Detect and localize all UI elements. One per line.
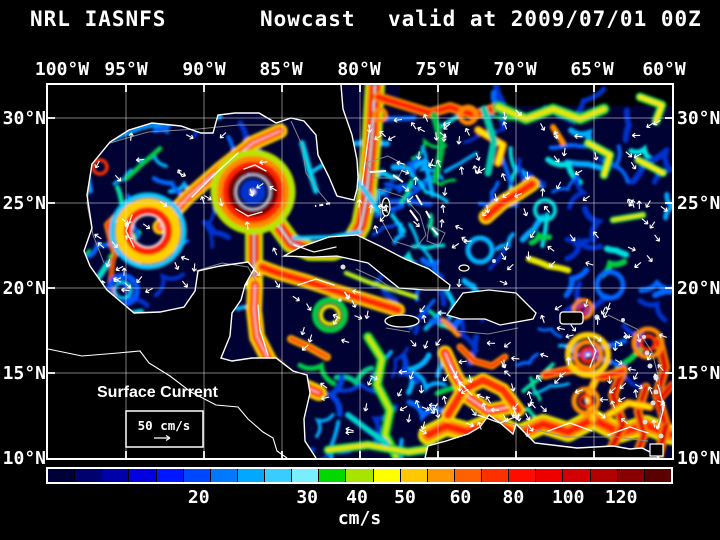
current-vector-arrows (84, 109, 668, 438)
lat-label: 10°N (677, 448, 720, 469)
colorbar-cell (482, 469, 509, 482)
colorbar-cell (319, 469, 346, 482)
lat-label: 25°N (677, 193, 720, 214)
colorbar-tick-label: 40 (346, 487, 368, 508)
right-arrow-icon (154, 434, 171, 442)
legend-title: Surface Current (97, 384, 219, 401)
colorbar-cell (75, 469, 102, 482)
colorbar-ticks: 20 30 40 50 60 80 100 120 (48, 487, 671, 509)
colorbar-cell (373, 469, 400, 482)
colorbar-tick-label: 100 (551, 487, 585, 508)
scale-box (125, 410, 204, 448)
colorbar-cell (454, 469, 481, 482)
colorbar-cell (644, 469, 671, 482)
colorbar-cell (210, 469, 237, 482)
title-product: Nowcast (260, 7, 356, 31)
colorbar-tick-label: 60 (449, 487, 472, 508)
colorbar-cell (509, 469, 536, 482)
lon-label: 100°W (34, 59, 90, 80)
colorbar-tick-label: 120 (604, 487, 638, 508)
colorbar-cell (536, 469, 563, 482)
lat-label: 15°N (2, 363, 46, 384)
colorbar-tick-label: 20 (187, 487, 210, 508)
lat-label: 10°N (2, 448, 46, 469)
ocean-layer (84, 85, 672, 458)
colorbar-cell (400, 469, 427, 482)
streamline-worms (125, 124, 665, 436)
colorbar-cell (563, 469, 590, 482)
colorbar-cell (48, 469, 75, 482)
scale-text: 50 cm/s (138, 418, 191, 433)
colorbar-cell (265, 469, 292, 482)
lon-label: 65°W (570, 59, 614, 80)
colorbar-tick-label: 30 (296, 487, 318, 508)
lat-label: 20°N (2, 278, 46, 299)
lon-label: 80°W (337, 59, 381, 80)
lon-label: 90°W (182, 59, 226, 80)
colorbar-tick-label: 50 (394, 487, 416, 508)
lon-label: 60°W (642, 59, 686, 80)
lat-label: 25°N (2, 193, 46, 214)
colorbar-unit: cm/s (337, 508, 382, 529)
colorbar-cell (292, 469, 319, 482)
mainland-coastline (83, 85, 359, 458)
lon-label: 70°W (493, 59, 537, 80)
colorbar-cell (183, 469, 210, 482)
lat-label: 30°N (677, 108, 720, 129)
surface-current-map: Surface Current 50 cm/s (48, 85, 672, 458)
colorbar-cell (346, 469, 373, 482)
colorbar-cell (156, 469, 183, 482)
lat-label: 30°N (2, 108, 46, 129)
colorbar-cell (427, 469, 454, 482)
title-model: NRL IASNFS (30, 7, 167, 31)
colorbar (46, 467, 673, 484)
colorbar-cell (102, 469, 129, 482)
colorbar-tick-label: 80 (502, 487, 525, 508)
colorbar-cell (590, 469, 617, 482)
colorbar-cell (617, 469, 644, 482)
lat-label: 15°N (677, 363, 720, 384)
colorbar-cell (129, 469, 156, 482)
lon-label: 85°W (259, 59, 303, 80)
graticule (48, 85, 672, 458)
colorbar-cell (237, 469, 264, 482)
title-valid: valid at 2009/07/01 00Z (388, 7, 702, 31)
lon-label: 75°W (415, 59, 459, 80)
lat-label: 20°N (677, 278, 720, 299)
map-legend: Surface Current 50 cm/s (97, 384, 219, 448)
lon-label: 95°W (104, 59, 148, 80)
